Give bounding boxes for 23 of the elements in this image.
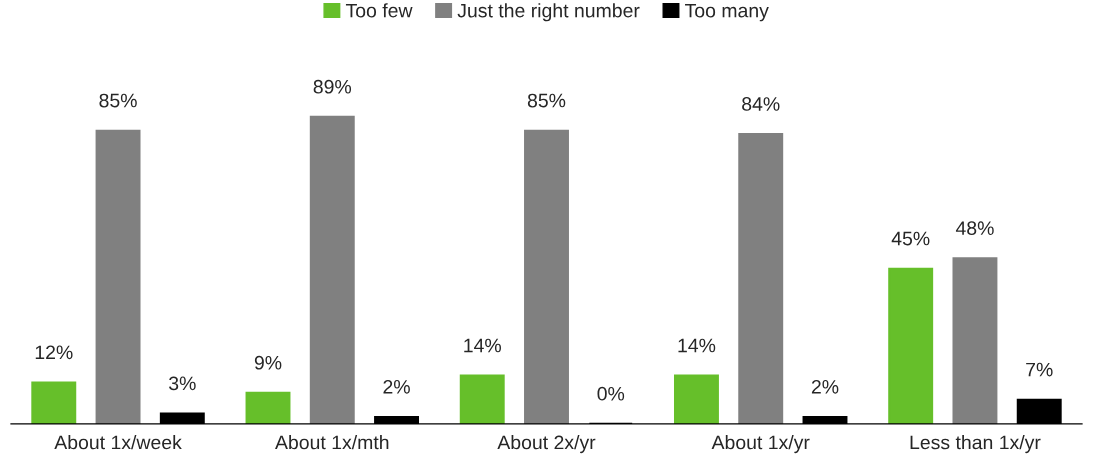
data-label: 48% [955,221,994,236]
x-tick-label: Less than 1x/yr [910,435,1041,454]
data-label: 7% [1026,362,1053,377]
x-tick-label: About 1x/mth [275,435,389,450]
legend-label: Just the right number [457,3,640,22]
data-label: 12% [35,345,73,360]
x-tick-label: About 1x/week [54,435,182,450]
x-tick-label: About 2x/yr [497,435,596,454]
legend-label: Too many [685,3,769,22]
data-label: 84% [742,97,780,111]
data-label: 85% [527,93,566,108]
data-label: 3% [169,376,196,391]
data-label: 45% [891,231,930,246]
data-label: 89% [313,79,352,94]
data-label: 2% [383,379,410,394]
x-tick-label: About 1x/yr [711,435,810,454]
data-label: 85% [99,93,137,108]
legend-label: Too few [345,3,413,18]
data-label: 14% [464,338,501,353]
data-label: 9% [254,355,282,370]
data-label: 2% [811,379,839,394]
data-label: 14% [678,338,716,353]
data-label: 0% [597,386,625,401]
